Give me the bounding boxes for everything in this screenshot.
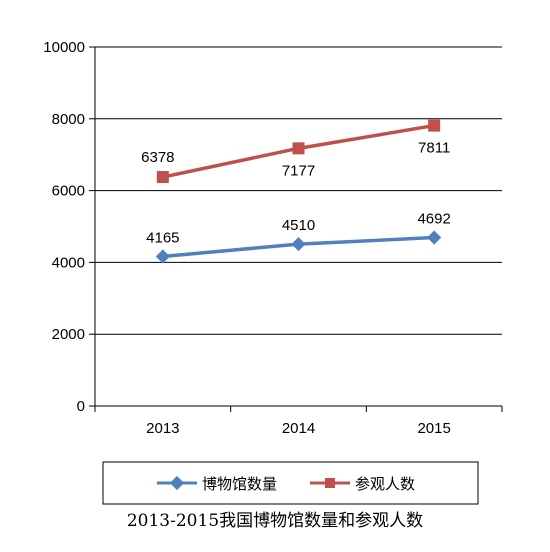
legend: 博物馆数量 参观人数 <box>102 461 479 505</box>
series-1-point-0 <box>156 171 169 184</box>
y-tick-label-3: 6000 <box>52 183 85 200</box>
series-1-label-1: 7177 <box>282 162 315 179</box>
y-tick-label-1: 2000 <box>52 326 85 343</box>
series-0-point-1 <box>291 237 306 252</box>
chart-caption: 2013-2015我国博物馆数量和参观人数 <box>126 511 424 531</box>
legend-marker-1 <box>325 478 335 488</box>
series-0-point-2 <box>427 230 442 245</box>
y-tick-label-4: 8000 <box>52 111 85 128</box>
gridlines <box>95 46 502 335</box>
series-0-label-1: 4510 <box>282 217 315 234</box>
series-1-label-0: 6378 <box>141 149 174 166</box>
series-0-label-2: 4692 <box>417 211 450 228</box>
series-1-point-1 <box>292 142 305 155</box>
x-tick-label-2015: 2015 <box>417 420 450 437</box>
y-tick-label-0: 0 <box>77 398 85 415</box>
y-tick-label-2: 4000 <box>52 254 85 271</box>
series-group <box>155 119 442 264</box>
series-0-label-0: 4165 <box>146 229 179 246</box>
legend-label-0: 博物馆数量 <box>202 475 277 493</box>
legend-label-1: 参观人数 <box>355 475 415 493</box>
data-labels: 4165 4510 4692 6378 7177 7811 <box>141 140 451 247</box>
x-axis-ticks: 2013 2014 2015 <box>94 406 503 437</box>
axes <box>94 47 502 407</box>
legend-marker-0 <box>169 475 185 491</box>
series-1-point-2 <box>428 119 441 132</box>
x-tick-label-2014: 2014 <box>282 420 315 437</box>
y-axis-ticks: 0 2000 4000 6000 8000 10000 <box>43 39 95 415</box>
y-tick-label-5: 10000 <box>43 39 85 56</box>
series-1-label-2: 7811 <box>418 140 450 157</box>
x-tick-label-2013: 2013 <box>146 420 179 437</box>
series-0-point-0 <box>155 249 170 264</box>
